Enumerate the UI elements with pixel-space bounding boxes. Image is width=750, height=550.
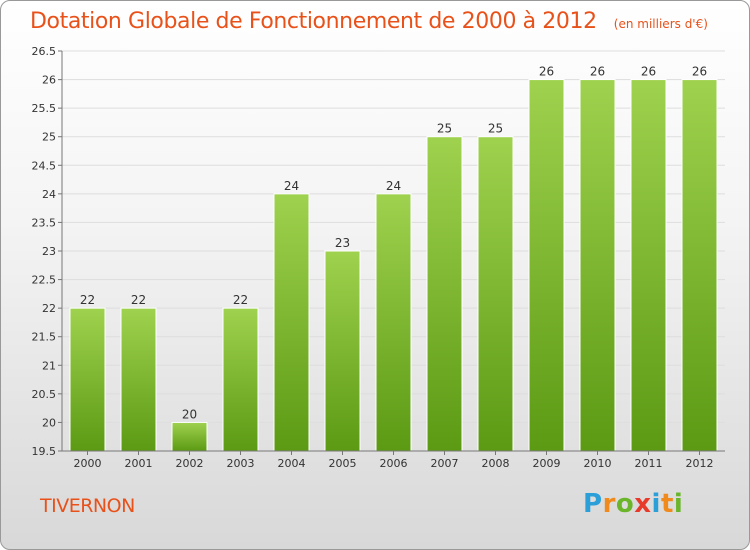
bar-value-label: 26 xyxy=(692,65,707,79)
bar xyxy=(630,79,667,452)
bar-layer xyxy=(69,79,718,452)
bar-value-label: 22 xyxy=(233,293,248,307)
y-tick-label: 20 xyxy=(42,416,56,429)
x-tick-label: 2010 xyxy=(584,457,612,470)
bar-value-label: 26 xyxy=(641,65,656,79)
label-layer: 19.5 20 20.5 21 21.5 22 22.5 23 23.5 24 24.5 25 25.5… xyxy=(32,45,714,470)
x-tick-label: 2011 xyxy=(635,457,663,470)
bar-value-label: 24 xyxy=(284,179,299,193)
x-tick-label: 2009 xyxy=(533,457,561,470)
bar xyxy=(375,193,412,452)
y-tick-label: 24.5 xyxy=(32,159,57,172)
bar-value-label: 26 xyxy=(539,65,554,79)
y-tick-label: 23 xyxy=(42,245,56,258)
x-tick-label: 2004 xyxy=(278,457,306,470)
x-tick-label: 2012 xyxy=(686,457,714,470)
y-tick-label: 23.5 xyxy=(32,216,57,229)
y-tick-label: 19.5 xyxy=(32,445,57,458)
x-tick-label: 2006 xyxy=(380,457,408,470)
bar-value-label: 20 xyxy=(182,407,197,421)
x-tick-label: 2008 xyxy=(482,457,510,470)
bar xyxy=(273,193,310,452)
bar xyxy=(69,307,106,452)
bar xyxy=(681,79,718,452)
proxiti-logo: Proxiti xyxy=(583,489,684,519)
bar xyxy=(426,136,463,452)
y-tick-label: 25 xyxy=(42,131,56,144)
x-tick-label: 2002 xyxy=(176,457,204,470)
y-tick-label: 26.5 xyxy=(32,45,57,58)
axis-layer xyxy=(58,50,725,455)
commune-name: TIVERNON xyxy=(40,495,135,517)
bar-value-label: 22 xyxy=(131,293,146,307)
x-tick-label: 2007 xyxy=(431,457,459,470)
bar-value-label: 25 xyxy=(488,122,503,136)
bar-value-label: 24 xyxy=(386,179,401,193)
bar xyxy=(120,307,157,452)
y-tick-label: 26 xyxy=(42,74,56,87)
bar xyxy=(579,79,616,452)
bar xyxy=(477,136,514,452)
y-tick-label: 24 xyxy=(42,188,56,201)
unit-note: (en milliers d'€) xyxy=(613,17,708,31)
chart-title: Dotation Globale de Fonctionnement de 20… xyxy=(30,9,597,34)
bar-value-label: 23 xyxy=(335,236,350,250)
bar-value-label: 22 xyxy=(80,293,95,307)
y-tick-label: 21 xyxy=(42,359,56,372)
y-tick-label: 25.5 xyxy=(32,102,57,115)
y-tick-label: 22 xyxy=(42,302,56,315)
x-tick-label: 2003 xyxy=(227,457,255,470)
bar-value-label: 25 xyxy=(437,122,452,136)
bar xyxy=(222,307,259,452)
bar xyxy=(171,421,208,452)
x-tick-label: 2005 xyxy=(329,457,357,470)
x-tick-label: 2000 xyxy=(74,457,102,470)
bar-value-label: 26 xyxy=(590,65,605,79)
y-tick-label: 22.5 xyxy=(32,274,57,287)
x-tick-label: 2001 xyxy=(125,457,153,470)
y-tick-label: 20.5 xyxy=(32,388,57,401)
title-row: Dotation Globale de Fonctionnement de 20… xyxy=(30,9,708,34)
y-tick-label: 21.5 xyxy=(32,331,57,344)
bar xyxy=(324,250,361,452)
bar xyxy=(528,79,565,452)
